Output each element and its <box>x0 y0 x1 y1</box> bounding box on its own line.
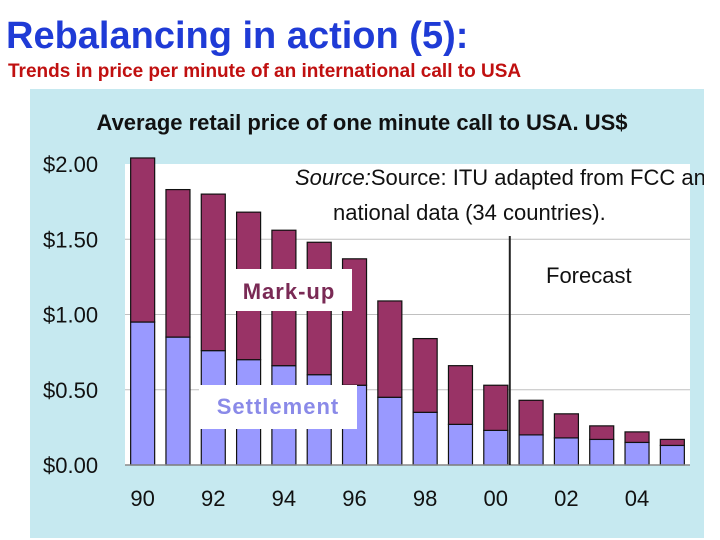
x-tick-label: 04 <box>625 486 649 511</box>
x-tick-label: 98 <box>413 486 437 511</box>
bar-settlement <box>165 336 191 466</box>
source-note-line2: national data (34 countries). <box>333 200 606 225</box>
bar-settlement <box>447 423 474 466</box>
bar-settlement <box>659 444 685 466</box>
y-tick-label: $0.50 <box>43 378 98 403</box>
y-axis-ticks: $2.00 $1.50 $1.00 $0.50 $0.00 <box>43 152 98 478</box>
y-tick-label: $1.50 <box>43 227 98 252</box>
settlement-legend: Settlement <box>199 385 357 429</box>
slide-title: Rebalancing in action (5): <box>6 15 469 57</box>
settlement-label: Settlement <box>217 394 339 419</box>
bar-markup <box>518 399 544 436</box>
y-tick-label: $2.00 <box>43 152 98 177</box>
slide-subtitle: Trends in price per minute of an interna… <box>8 61 522 82</box>
bar-settlement <box>624 441 650 466</box>
bar-markup <box>659 438 685 447</box>
x-tick-label: 92 <box>201 486 225 511</box>
y-tick-label: $0.00 <box>43 453 98 478</box>
bar-settlement <box>589 438 615 466</box>
bar-markup <box>589 425 615 441</box>
bar-markup <box>200 193 226 352</box>
source-note-text: Source: ITU adapted from FCC and <box>371 165 704 190</box>
bar-markup <box>130 157 156 323</box>
markup-legend: Mark-up <box>227 269 352 311</box>
bar-markup <box>553 413 580 439</box>
chart-panel: Average retail price of one minute call … <box>30 89 704 538</box>
x-tick-label: 96 <box>342 486 366 511</box>
bar-markup <box>165 188 191 338</box>
forecast-label: Forecast <box>546 263 632 288</box>
source-note-line1: Source:Source: ITU adapted from FCC and <box>295 165 704 190</box>
bar-settlement <box>553 437 580 466</box>
x-axis-ticks: 90 92 94 96 98 00 02 04 <box>130 486 649 511</box>
bar-markup <box>483 384 509 431</box>
x-tick-label: 94 <box>272 486 296 511</box>
chart-title: Average retail price of one minute call … <box>97 110 628 135</box>
price-chart: Average retail price of one minute call … <box>43 110 704 511</box>
x-tick-label: 02 <box>554 486 578 511</box>
markup-label-box <box>227 269 352 311</box>
bar-settlement <box>377 396 403 466</box>
bar-markup <box>624 431 650 444</box>
markup-label: Mark-up <box>243 279 336 304</box>
x-tick-label: 90 <box>130 486 154 511</box>
bar-markup <box>447 365 474 425</box>
y-tick-label: $1.00 <box>43 303 98 328</box>
x-tick-label: 00 <box>484 486 508 511</box>
bar-markup <box>412 337 438 413</box>
bar-settlement <box>518 434 544 466</box>
bar-settlement <box>130 321 156 466</box>
settlement-label-box <box>199 385 357 429</box>
bar-markup <box>377 300 403 398</box>
bar-settlement <box>483 429 509 466</box>
bar-settlement <box>412 411 438 466</box>
